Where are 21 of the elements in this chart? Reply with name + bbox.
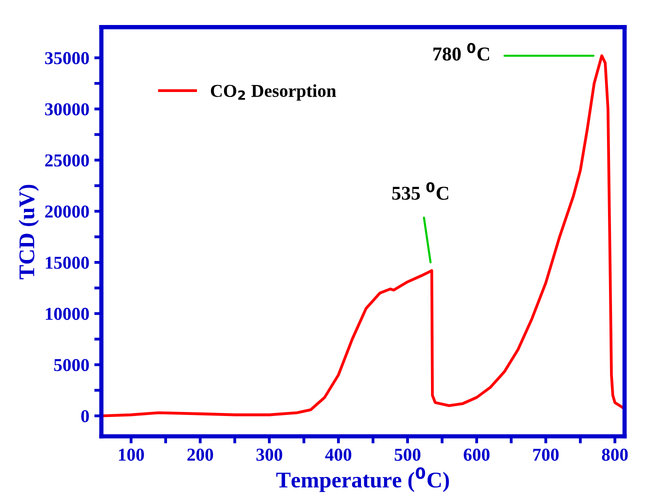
y-tick-label: 35000 (45, 52, 89, 64)
y-tick-label: 0 (81, 410, 89, 422)
y-axis-title: TCD (uV) (18, 184, 39, 280)
x-tick-label: 300 (256, 448, 282, 461)
y-tick-label: 10000 (46, 308, 89, 320)
x-tick-label: 700 (533, 448, 559, 461)
x-tick-label: 500 (394, 448, 420, 461)
y-tick-label: 30000 (45, 103, 89, 116)
x-tick-label: 800 (602, 448, 628, 461)
annotation: 535 $^{0}$C (392, 182, 448, 200)
x-tick-label: 100 (118, 448, 144, 461)
x-tick-label: 400 (325, 448, 352, 461)
y-tick-label: 15000 (46, 256, 89, 269)
annotation: 780 $^{0}$C (433, 42, 490, 61)
y-tick-label: 25000 (45, 154, 89, 167)
x-axis-title: Temperature ($^{0}$C) (276, 467, 449, 492)
legend-label: CO$_{2}$ Desorption (210, 84, 336, 101)
x-tick-label: 600 (464, 448, 490, 461)
y-tick-label: 20000 (45, 206, 89, 218)
y-tick-label: 5000 (54, 358, 89, 372)
x-tick-label: 200 (187, 448, 214, 461)
